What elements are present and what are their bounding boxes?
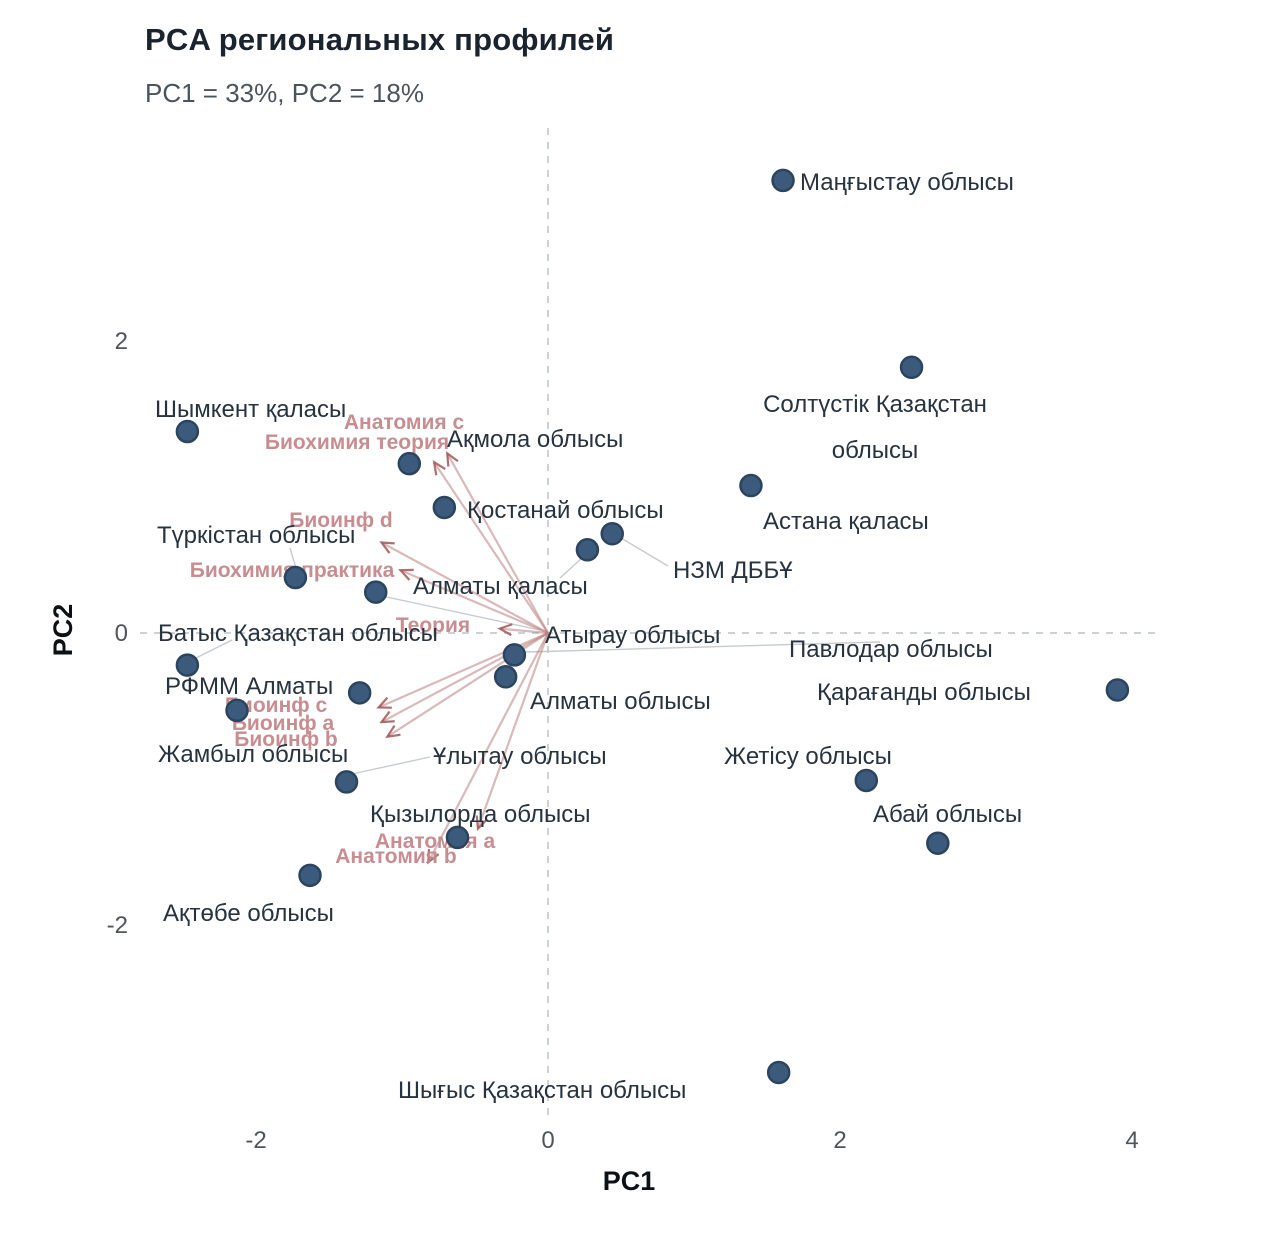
region-label: Атырау облысы — [545, 622, 720, 649]
region-label: НЗМ ДББҰ — [673, 557, 793, 584]
loading-label: Биохимия теория — [265, 431, 449, 454]
leader-line — [195, 639, 233, 659]
leader-line — [289, 547, 297, 569]
region-point — [766, 1060, 791, 1085]
loading-label: Теория — [396, 614, 470, 637]
loading-label: Анатомия с — [344, 411, 465, 434]
y-tick-label: 2 — [115, 328, 128, 355]
region-label: облысы — [832, 437, 919, 464]
region-label: Шымкент қаласы — [155, 396, 346, 423]
region-point — [493, 665, 518, 689]
region-point — [445, 825, 470, 850]
region-point — [283, 565, 308, 590]
loading-label: Анатомия b — [335, 845, 456, 868]
loading-arrowhead — [385, 724, 401, 739]
loading-arrow — [433, 461, 549, 634]
region-label: Астана қаласы — [763, 508, 929, 535]
region-label: Ұлытау облысы — [433, 743, 607, 770]
x-tick-label: 4 — [1125, 1127, 1138, 1154]
region-point — [397, 451, 422, 476]
loading-arrow — [446, 452, 549, 634]
region-label: Маңғыстау облысы — [800, 169, 1014, 196]
region-label: Алматы қаласы — [413, 573, 588, 600]
region-point — [575, 538, 600, 562]
region-point — [432, 495, 457, 520]
region-point — [347, 681, 372, 705]
region-label: Қызылорда облысы — [370, 801, 590, 828]
region-label: РФММ Алматы — [165, 673, 333, 700]
loading-arrowhead — [379, 710, 395, 724]
chart-title: PCA региональных профилей — [145, 22, 615, 57]
region-point — [334, 770, 359, 794]
loading-label: Биоинф d — [289, 509, 392, 532]
region-label: Жетісу облысы — [724, 743, 892, 770]
loading-arrow — [499, 627, 549, 635]
y-tick-label: 0 — [115, 620, 128, 647]
y-tick-label: -2 — [107, 912, 128, 939]
loading-arrowhead — [445, 451, 459, 467]
region-point — [926, 831, 950, 855]
x-tick-label: 0 — [541, 1127, 554, 1154]
loading-arrowhead — [379, 541, 395, 554]
loading-arrowhead — [497, 623, 513, 637]
region-point — [739, 473, 763, 498]
leader-line — [351, 756, 431, 775]
region-label: Алматы облысы — [530, 688, 711, 715]
loading-arrow — [400, 569, 549, 635]
leader-line — [525, 641, 881, 653]
region-point — [600, 521, 624, 546]
leader-line — [381, 595, 541, 631]
region-label: Батыс Қазақстан облысы — [158, 620, 438, 647]
region-point — [363, 580, 388, 604]
region-label: Павлодар облысы — [789, 636, 993, 663]
region-point — [854, 768, 879, 793]
region-point — [899, 355, 924, 380]
chart-subtitle: PC1 = 33%, PC2 = 18% — [145, 78, 424, 108]
loading-arrowhead — [432, 459, 446, 476]
loading-label: Биоинф с — [225, 694, 328, 717]
region-label: Түркістан облысы — [157, 522, 355, 549]
y-axis-title: PC2 — [48, 604, 78, 657]
loading-label: Биоинф b — [234, 728, 337, 751]
x-tick-label: 2 — [833, 1127, 846, 1154]
loading-arrowhead — [376, 696, 392, 709]
loading-arrowhead — [398, 568, 414, 581]
loading-label: Биоинф а — [232, 712, 335, 735]
loading-arrowhead — [475, 815, 488, 832]
region-point — [298, 863, 322, 888]
x-axis-title: PC1 — [603, 1166, 656, 1196]
region-point — [175, 419, 200, 444]
region-point — [502, 643, 527, 667]
region-label: Солтүстік Қазақстан — [763, 391, 987, 418]
x-tick-label: -2 — [245, 1127, 266, 1154]
region-label: Ақмола облысы — [447, 426, 623, 453]
leader-line — [620, 537, 669, 567]
region-point — [225, 698, 249, 723]
loading-arrowhead — [427, 848, 440, 865]
region-point — [1105, 678, 1130, 702]
region-label: Абай облысы — [873, 801, 1022, 828]
region-label: Ақтөбе облысы — [163, 900, 334, 927]
region-label: Шығыс Қазақстан облысы — [398, 1077, 686, 1104]
leader-line — [559, 556, 584, 579]
loading-arrow — [381, 541, 549, 634]
region-point — [175, 653, 200, 677]
loading-arrow — [427, 632, 549, 863]
region-label: Жамбыл облысы — [158, 741, 348, 768]
region-label: Қарағанды облысы — [817, 679, 1031, 706]
chart-header: PCA региональных профилей PC1 = 33%, PC2… — [145, 22, 614, 109]
region-point — [771, 168, 795, 193]
region-label: Қостанай облысы — [467, 497, 664, 524]
loading-arrow — [476, 632, 550, 830]
